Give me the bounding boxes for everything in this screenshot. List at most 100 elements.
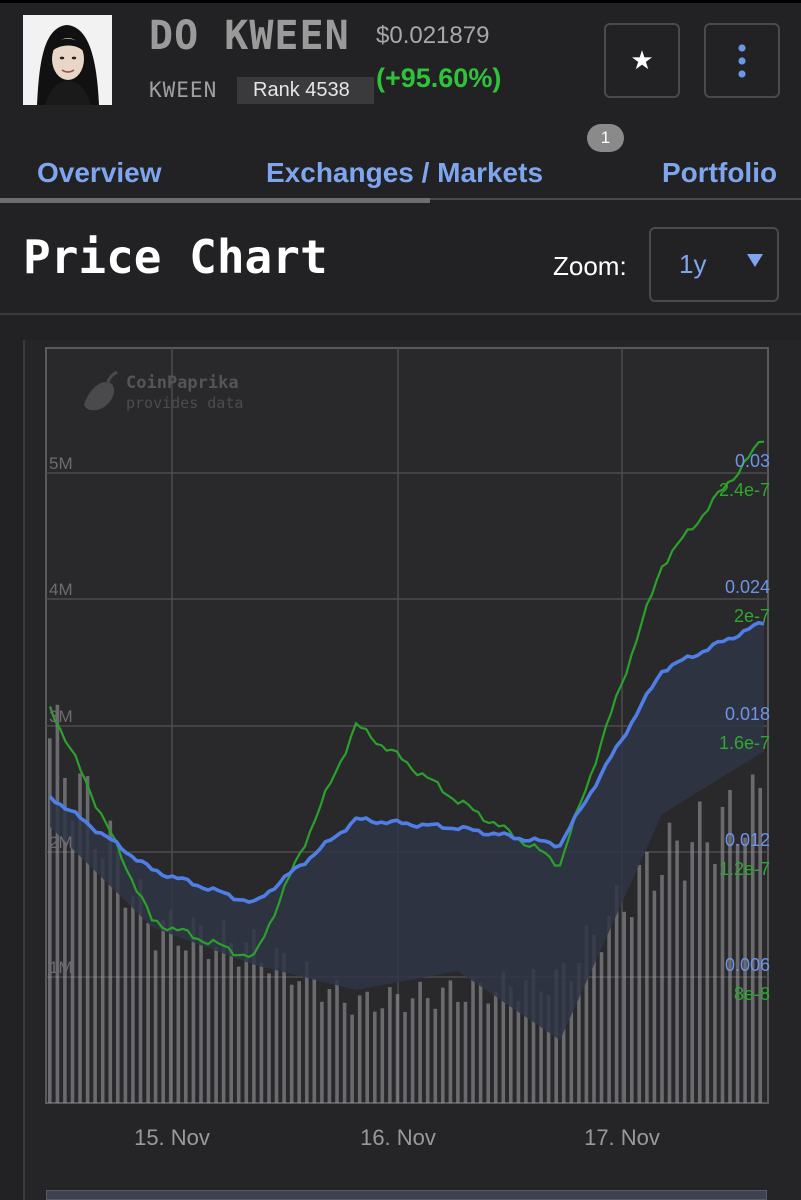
volume-bar <box>85 776 90 1103</box>
volume-bar <box>123 907 128 1103</box>
volume-bar <box>282 953 286 1103</box>
volume-bar <box>199 925 203 1103</box>
volume-bar <box>667 822 672 1103</box>
y-axis-volume-tick: 5M <box>49 454 73 473</box>
volume-bar <box>630 917 634 1103</box>
volume-bar <box>153 950 158 1103</box>
volume-bar <box>682 880 687 1103</box>
volume-bar <box>146 922 150 1103</box>
volume-bar <box>221 920 226 1103</box>
x-axis-tick: 16. Nov <box>360 1125 436 1150</box>
y-axis-btc-tick: 2.4e-7 <box>719 480 770 500</box>
volume-bar <box>93 849 97 1103</box>
volume-bar <box>184 950 188 1103</box>
exchanges-count-badge: 1 <box>587 124 624 152</box>
y-axis-usd-tick: 0.024 <box>725 577 770 597</box>
volume-bar <box>267 973 271 1103</box>
x-axis-tick: 15. Nov <box>134 1125 210 1150</box>
volume-bar <box>652 890 657 1103</box>
volume-bar <box>320 1001 324 1103</box>
x-axis-tick: 17. Nov <box>584 1125 660 1150</box>
y-axis-usd-tick: 0.006 <box>725 955 770 975</box>
y-axis-btc-tick: 1.2e-7 <box>719 859 770 879</box>
tab-overview[interactable]: Overview <box>37 157 162 188</box>
volume-bar <box>433 1008 438 1103</box>
volume-bar <box>561 963 566 1103</box>
star-icon: ★ <box>630 45 654 75</box>
y-axis-usd-tick: 0.012 <box>725 830 770 850</box>
volume-bar <box>252 929 256 1103</box>
tab-exchanges-markets[interactable]: Exchanges / Markets <box>266 157 544 188</box>
y-axis-volume-tick: 1M <box>49 958 73 977</box>
zoom-value: 1y <box>679 249 707 279</box>
volume-bar <box>607 915 611 1103</box>
volume-bar <box>614 884 619 1103</box>
volume-bar <box>569 981 574 1103</box>
volume-bar <box>524 980 528 1103</box>
volume-bar <box>645 851 649 1103</box>
zoom-select[interactable]: 1y <box>649 227 779 302</box>
market-cap-area <box>50 622 764 1041</box>
volume-bar <box>312 978 317 1103</box>
volume-bar <box>698 801 702 1103</box>
volume-bar <box>478 982 483 1103</box>
volume-bar <box>236 966 241 1103</box>
volume-bar <box>539 991 543 1103</box>
volume-bar <box>131 896 135 1103</box>
volume-bar <box>418 981 422 1103</box>
volume-bar <box>305 961 309 1103</box>
volume-bar <box>100 858 105 1103</box>
volume-bar <box>599 952 604 1103</box>
favorite-button[interactable]: ★ <box>604 23 680 98</box>
coinpaprika-watermark: CoinPaprika provides data <box>84 370 243 412</box>
volume-bar <box>690 842 694 1103</box>
volume-bar <box>750 774 755 1103</box>
active-tab-indicator <box>0 198 430 203</box>
volume-bar <box>78 773 82 1103</box>
rank-badge: Rank 4538 <box>237 77 374 104</box>
volume-bar <box>357 995 362 1103</box>
y-axis-btc-tick: 1.6e-7 <box>719 733 770 753</box>
volume-bar <box>728 790 732 1103</box>
volume-bar <box>403 1012 407 1103</box>
volume-bar <box>380 1008 385 1103</box>
volume-bar <box>720 806 725 1103</box>
tab-portfolio[interactable]: Portfolio <box>662 157 778 188</box>
volume-bar <box>48 738 52 1103</box>
volume-bar <box>463 1001 468 1103</box>
volume-bar <box>448 980 453 1103</box>
volume-bar <box>410 998 415 1103</box>
volume-bar <box>350 1014 354 1103</box>
y-axis-usd-tick: 0.03 <box>735 451 770 471</box>
volume-bar <box>373 1011 377 1103</box>
volume-bar <box>70 821 75 1103</box>
chart-navigator[interactable] <box>46 1190 767 1200</box>
volume-bar <box>63 778 67 1103</box>
volume-bar <box>214 946 218 1103</box>
volume-bar <box>577 963 581 1103</box>
watermark-brand: CoinPaprika <box>126 373 239 393</box>
volume-bar <box>297 981 301 1103</box>
price-change-percent: (+95.60%) <box>376 63 502 93</box>
coin-name: DO KWEEN <box>149 13 350 59</box>
coin-price: $0.021879 <box>376 22 490 49</box>
volume-bar <box>168 909 173 1103</box>
y-axis-usd-tick: 0.018 <box>725 704 770 724</box>
more-options-button[interactable] <box>704 23 780 98</box>
volume-bar <box>758 787 762 1103</box>
volume-bar <box>441 987 445 1103</box>
volume-bar <box>138 879 143 1103</box>
volume-bar <box>191 917 196 1103</box>
coin-symbol: KWEEN <box>149 78 218 102</box>
volume-bar <box>660 875 664 1103</box>
volume-bar <box>161 920 165 1103</box>
pepper-icon <box>84 370 118 411</box>
volume-bar <box>108 820 113 1103</box>
volume-bar <box>705 842 710 1103</box>
volume-bar <box>388 987 392 1103</box>
volume-bar <box>259 962 264 1103</box>
usd-price-line <box>48 620 765 904</box>
volume-bar <box>622 911 626 1103</box>
volume-bar <box>531 969 536 1103</box>
